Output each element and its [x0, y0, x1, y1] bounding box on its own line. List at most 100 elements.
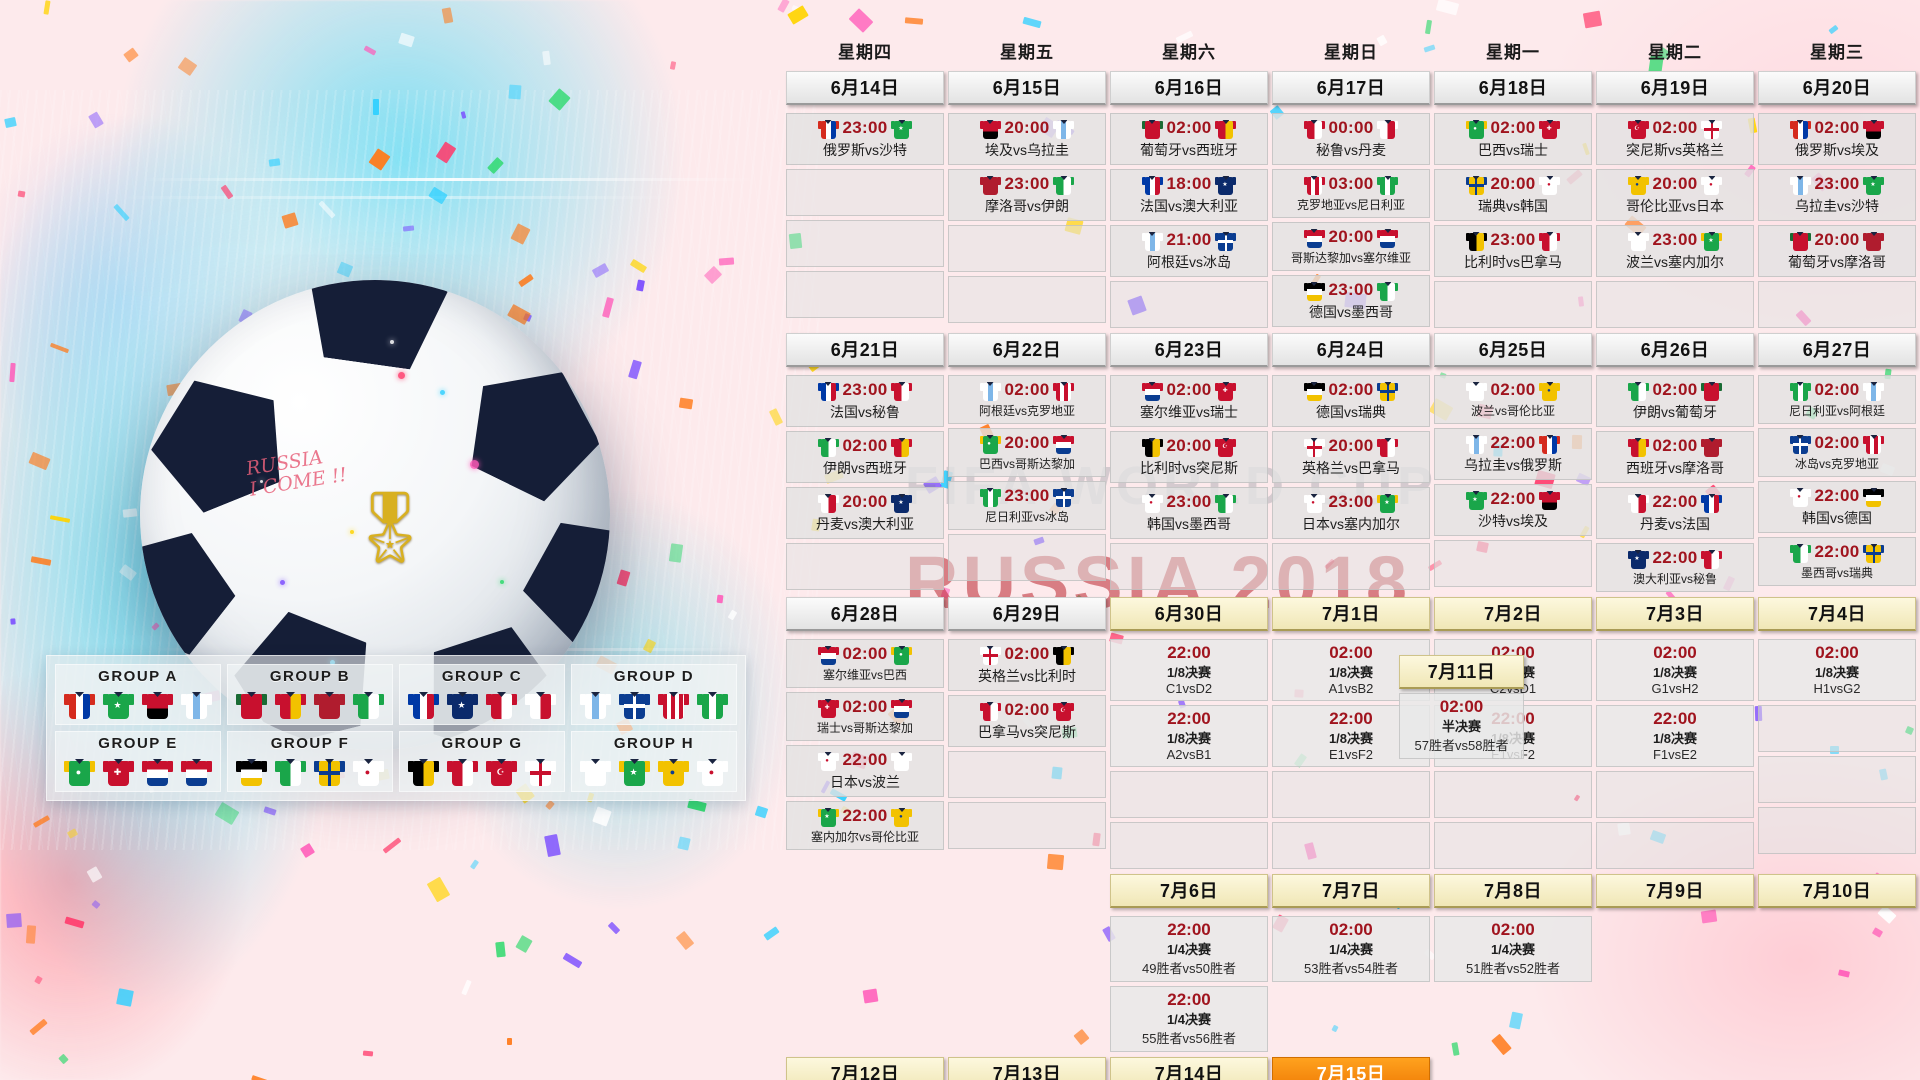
match-cell[interactable]: 22:00 乌拉圭vs俄罗斯 [1434, 428, 1592, 480]
knockout-match-cell[interactable]: 02:00 1/4决赛 51胜者vs52胜者 [1434, 916, 1592, 982]
match-cell[interactable]: 20:00 葡萄牙vs摩洛哥 [1758, 225, 1916, 277]
match-cell[interactable]: 18:00 ★ 法国vs澳大利亚 [1110, 169, 1268, 221]
match-cell[interactable]: 23:00 摩洛哥vs伊朗 [948, 169, 1106, 221]
match-cell[interactable]: ● 23:00 ★ 日本vs塞内加尔 [1272, 487, 1430, 539]
match-cell[interactable]: 02:00 伊朗vs葡萄牙 [1596, 375, 1754, 427]
group-box-a[interactable]: GROUP A ★ [55, 664, 221, 725]
match-cell[interactable]: ● 23:00 韩国vs墨西哥 [1110, 487, 1268, 539]
match-cell[interactable]: ☪ 02:00 突尼斯vs英格兰 [1596, 113, 1754, 165]
match-cell[interactable]: 22:00 丹麦vs法国 [1596, 487, 1754, 539]
date-header[interactable]: 7月4日 [1758, 597, 1916, 631]
match-cell[interactable]: 02:00 西班牙vs摩洛哥 [1596, 431, 1754, 483]
knockout-match-cell[interactable]: 22:00 1/8决赛 C1vsD2 [1110, 639, 1268, 701]
date-header[interactable]: 6月25日 [1434, 333, 1592, 367]
match-cell[interactable]: ★ 22:00 沙特vs埃及 [1434, 484, 1592, 536]
date-header[interactable]: 7月15日 [1272, 1057, 1430, 1080]
date-header[interactable]: 6月29日 [948, 597, 1106, 631]
match-cell[interactable]: 02:00 伊朗vs西班牙 [786, 431, 944, 483]
match-cell[interactable]: 02:00 ☪ 巴拿马vs突尼斯 [948, 695, 1106, 747]
knockout-match-cell[interactable]: 22:00 1/4决赛 49胜者vs50胜者 [1110, 916, 1268, 982]
date-header[interactable]: 6月26日 [1596, 333, 1754, 367]
match-cell[interactable]: 02:00 冰岛vs克罗地亚 [1758, 428, 1916, 477]
knockout-match-cell[interactable]: 02:00 半决赛 57胜者vs58胜者 [1399, 693, 1524, 759]
group-box-e[interactable]: GROUP E ● ✚ [55, 731, 221, 792]
date-header[interactable]: 6月27日 [1758, 333, 1916, 367]
match-cell[interactable]: ● 20:00 ● 哥伦比亚vs日本 [1596, 169, 1754, 221]
match-cell[interactable]: 23:00 比利时vs巴拿马 [1434, 225, 1592, 277]
match-cell[interactable]: 20:00 英格兰vs巴拿马 [1272, 431, 1430, 483]
date-header[interactable]: 6月19日 [1596, 71, 1754, 105]
match-time: 02:00 [1166, 380, 1212, 399]
group-box-c[interactable]: GROUP C ★ [399, 664, 565, 725]
knockout-match-cell[interactable]: 22:00 1/4决赛 55胜者vs56胜者 [1110, 986, 1268, 1052]
knockout-match-cell[interactable]: 02:00 1/4决赛 53胜者vs54胜者 [1272, 916, 1430, 982]
knockout-match-cell[interactable]: 02:00 1/8决赛 H1vsG2 [1758, 639, 1916, 701]
match-cell[interactable]: 02:00 尼日利亚vs阿根廷 [1758, 375, 1916, 424]
group-box-d[interactable]: GROUP D [571, 664, 737, 725]
match-cell[interactable]: ★ 22:00 澳大利亚vs秘鲁 [1596, 543, 1754, 592]
match-cell[interactable]: 20:00 哥斯达黎加vs塞尔维亚 [1272, 222, 1430, 271]
match-cell[interactable]: 02:00 德国vs瑞典 [1272, 375, 1430, 427]
date-header[interactable]: 6月14日 [786, 71, 944, 105]
date-header[interactable]: 6月17日 [1272, 71, 1430, 105]
match-header: ● 23:00 [1113, 491, 1265, 513]
date-header[interactable]: 7月12日 [786, 1057, 944, 1080]
date-header[interactable]: 7月7日 [1272, 874, 1430, 908]
match-cell[interactable]: 02:00 ✚ 塞尔维亚vs瑞士 [1110, 375, 1268, 427]
date-header[interactable]: 7月1日 [1272, 597, 1430, 631]
date-header[interactable]: 7月13日 [948, 1057, 1106, 1080]
match-cell[interactable]: 23:00 ★ 俄罗斯vs沙特 [786, 113, 944, 165]
knockout-match-cell[interactable]: 22:00 1/8决赛 F1vsE2 [1596, 705, 1754, 767]
match-cell[interactable]: 23:00 法国vs秘鲁 [786, 375, 944, 427]
date-header[interactable]: 6月16日 [1110, 71, 1268, 105]
knockout-match-cell[interactable]: 22:00 1/8决赛 A2vsB1 [1110, 705, 1268, 767]
group-box-g[interactable]: GROUP G ☪ [399, 731, 565, 792]
match-cell[interactable]: 02:00 阿根廷vs克罗地亚 [948, 375, 1106, 424]
match-cell[interactable]: 02:00 ● 波兰vs哥伦比亚 [1434, 375, 1592, 424]
match-cell[interactable]: 23:00 尼日利亚vs冰岛 [948, 481, 1106, 530]
match-cell[interactable]: 02:00 ● 塞尔维亚vs巴西 [786, 639, 944, 688]
knockout-match-cell[interactable]: 02:00 1/8决赛 G1vsH2 [1596, 639, 1754, 701]
match-cell[interactable]: 23:00 ★ 波兰vs塞内加尔 [1596, 225, 1754, 277]
match-cell[interactable]: 20:00 ● 瑞典vs韩国 [1434, 169, 1592, 221]
date-header[interactable]: 7月10日 [1758, 874, 1916, 908]
date-header[interactable]: 6月18日 [1434, 71, 1592, 105]
match-cell[interactable]: 22:00 墨西哥vs瑞典 [1758, 537, 1916, 586]
match-cell[interactable]: 00:00 秘鲁vs丹麦 [1272, 113, 1430, 165]
date-header[interactable]: 7月11日 [1399, 655, 1524, 689]
match-cell[interactable]: 20:00 埃及vs乌拉圭 [948, 113, 1106, 165]
match-cell[interactable]: 02:00 葡萄牙vs西班牙 [1110, 113, 1268, 165]
match-cell[interactable]: 20:00 ☪ 比利时vs突尼斯 [1110, 431, 1268, 483]
match-cell[interactable]: 20:00 ★ 丹麦vs澳大利亚 [786, 487, 944, 539]
match-cell[interactable]: ● 02:00 ✚ 巴西vs瑞士 [1434, 113, 1592, 165]
match-cell[interactable]: 02:00 俄罗斯vs埃及 [1758, 113, 1916, 165]
date-header[interactable]: 7月3日 [1596, 597, 1754, 631]
group-box-b[interactable]: GROUP B [227, 664, 393, 725]
date-header[interactable]: 7月14日 [1110, 1057, 1268, 1080]
match-cell[interactable]: ● 22:00 日本vs波兰 [786, 745, 944, 797]
group-box-f[interactable]: GROUP F ● [227, 731, 393, 792]
group-box-h[interactable]: GROUP H ★ ● ● [571, 731, 737, 792]
match-cell[interactable]: ● 20:00 巴西vs哥斯达黎加 [948, 428, 1106, 477]
match-header: 20:00 ● [1437, 173, 1589, 195]
match-cell[interactable]: 23:00 ★ 乌拉圭vs沙特 [1758, 169, 1916, 221]
date-header[interactable]: 7月8日 [1434, 874, 1592, 908]
match-cell[interactable]: ★ 22:00 ● 塞内加尔vs哥伦比亚 [786, 801, 944, 850]
date-header[interactable]: 7月2日 [1434, 597, 1592, 631]
date-header[interactable]: 6月22日 [948, 333, 1106, 367]
date-header[interactable]: 6月30日 [1110, 597, 1268, 631]
match-cell[interactable]: ✚ 02:00 瑞士vs哥斯达黎加 [786, 692, 944, 741]
date-header[interactable]: 7月9日 [1596, 874, 1754, 908]
match-cell[interactable]: 02:00 英格兰vs比利时 [948, 639, 1106, 691]
date-header[interactable]: 6月15日 [948, 71, 1106, 105]
date-header[interactable]: 6月23日 [1110, 333, 1268, 367]
match-cell[interactable]: 23:00 德国vs墨西哥 [1272, 275, 1430, 327]
match-cell[interactable]: 21:00 阿根廷vs冰岛 [1110, 225, 1268, 277]
match-cell[interactable]: 03:00 克罗地亚vs尼日利亚 [1272, 169, 1430, 218]
date-header[interactable]: 6月24日 [1272, 333, 1430, 367]
date-header[interactable]: 6月28日 [786, 597, 944, 631]
date-header[interactable]: 6月20日 [1758, 71, 1916, 105]
date-header[interactable]: 6月21日 [786, 333, 944, 367]
match-cell[interactable]: ● 22:00 韩国vs德国 [1758, 481, 1916, 533]
date-header[interactable]: 7月6日 [1110, 874, 1268, 908]
